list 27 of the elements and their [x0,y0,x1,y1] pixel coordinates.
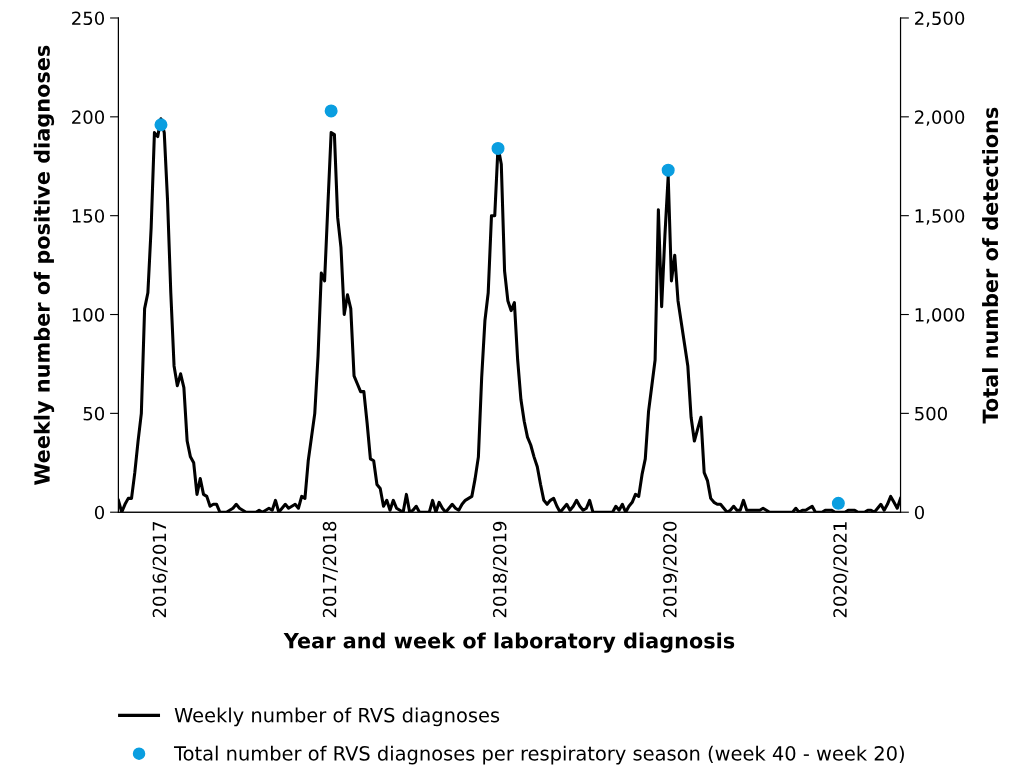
y-tick-label: 50 [83,406,105,421]
x-tick-label: 2017/2018 [322,521,338,618]
point [831,496,845,510]
y2-tick-label: 0 [914,505,925,520]
y-tick-label: 200 [72,110,105,124]
y2-axis-title: Total number of detections [982,107,999,424]
y2-tick-label: 1,500 [915,209,965,225]
point [154,118,168,132]
y-tick-label: 0 [94,505,105,520]
y-axis-title: Weekly number of positive diagnoses [33,45,55,485]
y2-tick-label: 2,500 [915,11,965,27]
y2-tick-label: 1,000 [915,307,965,324]
point [324,104,338,118]
legend-label: Total number of RVS diagnoses per respiratory season (week 40 - week 20) [173,745,904,765]
y-tick-label: 100 [72,307,105,322]
y-tick-label: 150 [72,209,105,223]
point [661,163,675,177]
point [491,141,505,155]
x-tick-label: 2016/2017 [152,522,168,618]
x-tick-label: 2019/2020 [663,521,679,618]
y2-tick-label: 2,000 [915,110,965,126]
y2-tick-label: 500 [915,406,947,421]
x-tick-label: 2018/2019 [492,521,508,618]
y-tick-label: 250 [72,11,105,26]
legend-label: Weekly number of RVS diagnoses [174,707,500,727]
x-tick-label: 2020/2021 [833,522,849,618]
x-axis-title: Year and week of laboratory diagnosis [283,632,735,653]
